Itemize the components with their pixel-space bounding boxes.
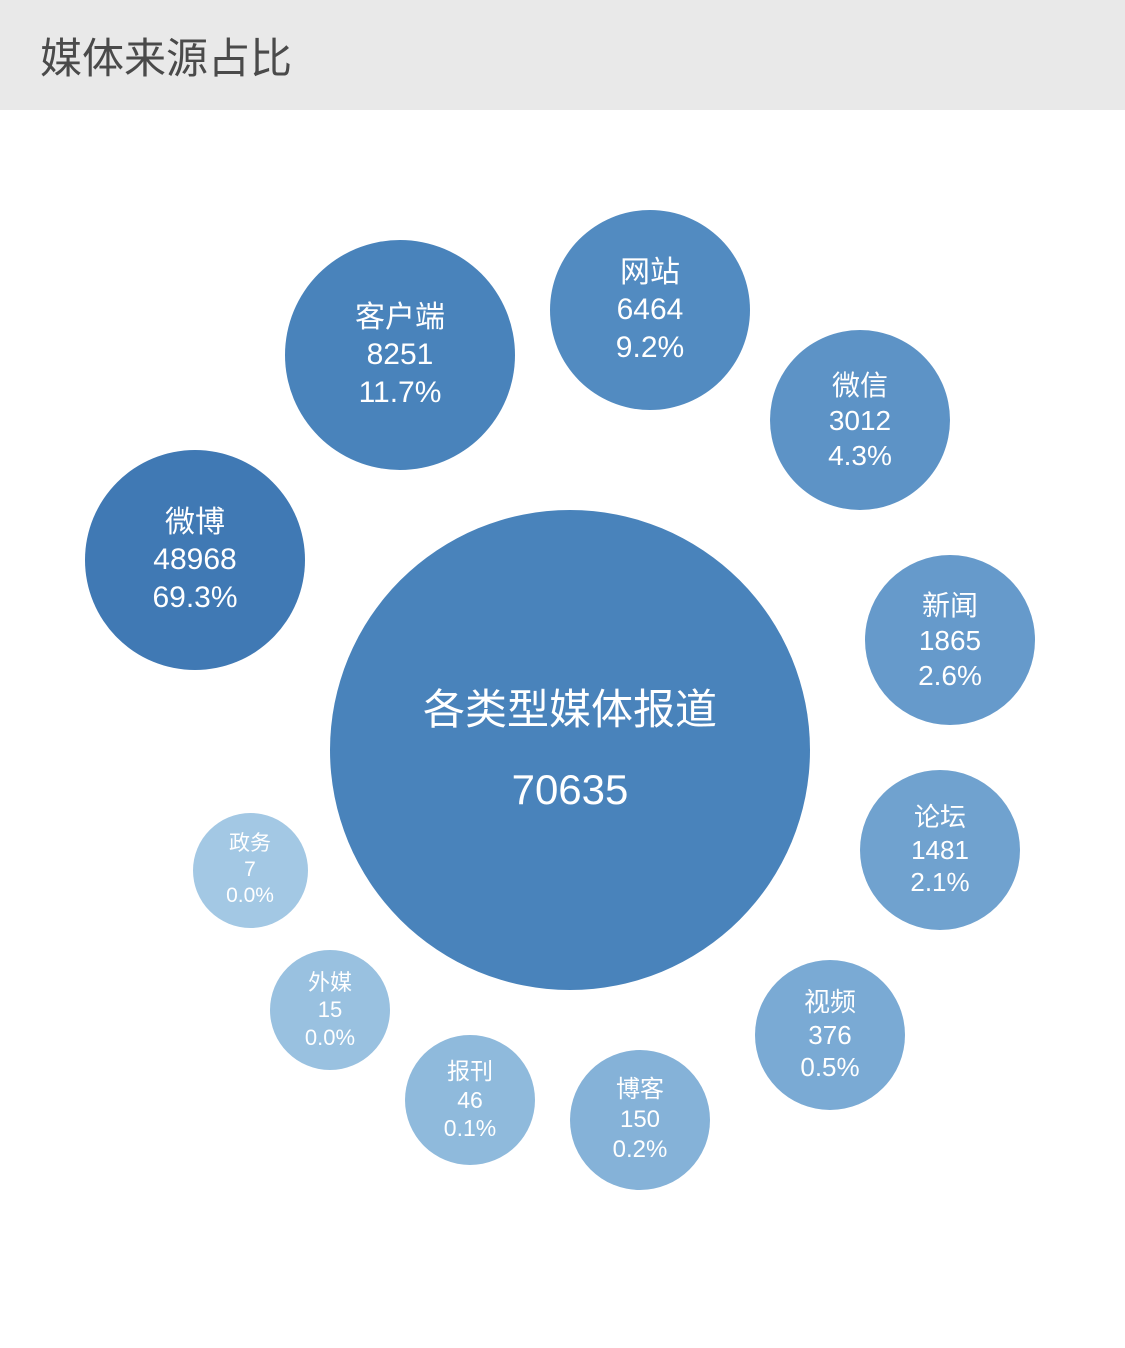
bubble-count: 15 [318,996,342,1024]
bubble-label: 博客 [616,1075,664,1105]
center-bubble-value: 70635 [512,764,629,817]
header-bar: 媒体来源占比 [0,0,1125,110]
bubble-percent: 11.7% [359,374,442,412]
bubble-count: 1865 [919,623,981,658]
bubble-percent: 0.2% [613,1135,668,1165]
bubble-label: 微博 [165,504,225,542]
bubble-count: 7 [244,857,256,883]
bubble-label: 网站 [620,254,680,292]
bubble-percent: 9.2% [616,329,684,367]
bubble-foreign: 外媒150.0% [270,950,390,1070]
bubble-count: 48968 [153,541,236,579]
bubble-website: 网站64649.2% [550,210,750,410]
bubble-percent: 0.5% [800,1051,859,1084]
bubble-count: 8251 [367,336,434,374]
bubble-label: 视频 [804,986,856,1019]
bubble-client: 客户端825111.7% [285,240,515,470]
bubble-news: 新闻18652.6% [865,555,1035,725]
bubble-label: 报刊 [447,1057,493,1086]
bubble-blog: 博客1500.2% [570,1050,710,1190]
bubble-count: 1481 [911,834,969,867]
bubble-label: 新闻 [922,588,978,623]
bubble-wechat: 微信30124.3% [770,330,950,510]
bubble-video: 视频3760.5% [755,960,905,1110]
bubble-label: 论坛 [914,801,966,834]
bubble-count: 6464 [617,291,684,329]
bubble-label: 客户端 [355,299,445,337]
bubble-percent: 0.0% [305,1024,355,1052]
bubble-count: 3012 [829,403,891,438]
bubble-forum: 论坛14812.1% [860,770,1020,930]
bubble-count: 46 [457,1086,483,1115]
page-title: 媒体来源占比 [40,25,292,86]
bubble-percent: 2.6% [918,658,982,693]
bubble-weibo: 微博4896869.3% [85,450,305,670]
bubble-label: 微信 [832,368,888,403]
center-bubble: 各类型媒体报道 70635 [330,510,810,990]
bubble-label: 外媒 [308,969,352,997]
bubble-percent: 69.3% [152,579,237,617]
bubble-chart: 各类型媒体报道70635微博4896869.3%客户端825111.7%网站64… [0,110,1125,1348]
center-bubble-title: 各类型媒体报道 [423,684,717,737]
bubble-count: 150 [620,1105,660,1135]
bubble-press: 报刊460.1% [405,1035,535,1165]
bubble-percent: 2.1% [910,866,969,899]
bubble-percent: 0.1% [444,1114,496,1143]
bubble-count: 376 [808,1019,851,1052]
bubble-gov: 政务70.0% [193,813,308,928]
bubble-percent: 0.0% [226,883,274,909]
bubble-percent: 4.3% [828,438,892,473]
bubble-label: 政务 [229,831,271,857]
